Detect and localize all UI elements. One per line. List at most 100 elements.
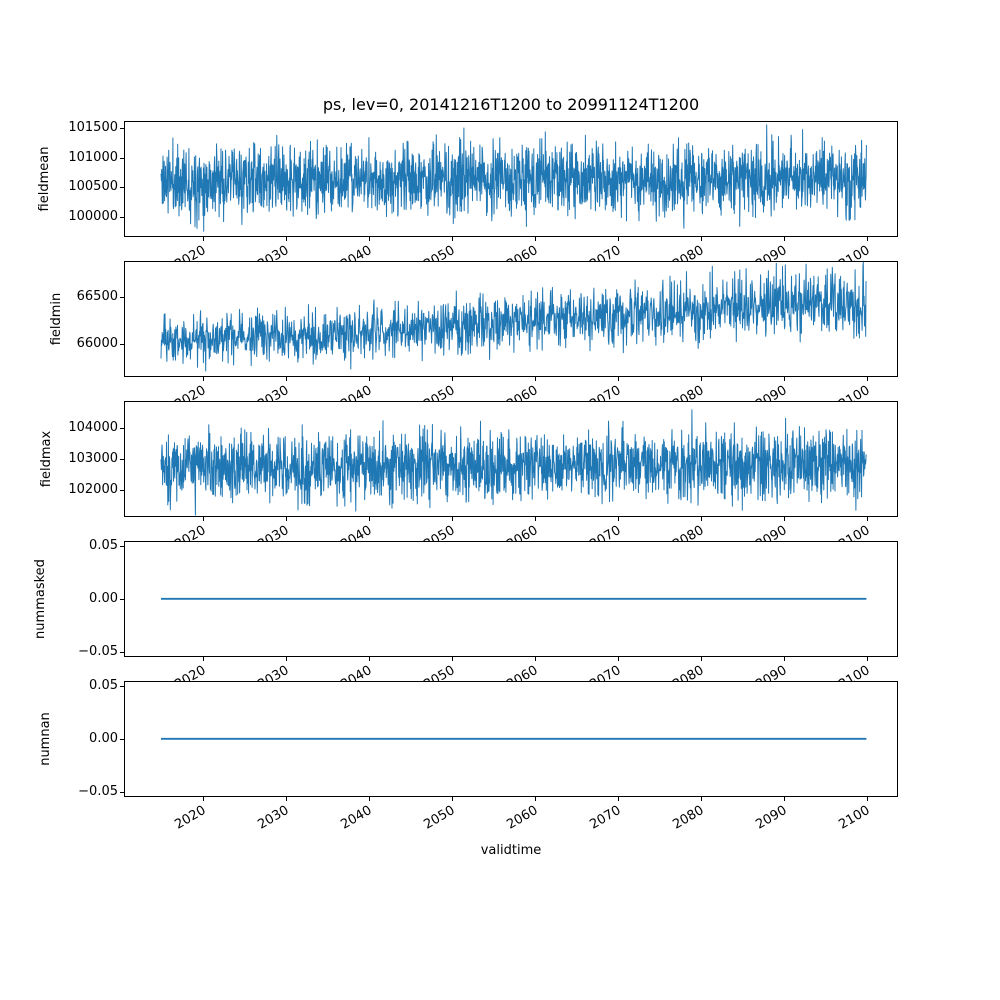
y-tick-mark: [120, 344, 124, 345]
y-tick-label: 103000: [68, 451, 118, 466]
x-tick-mark: [784, 797, 786, 801]
y-tick-label: 100500: [68, 179, 118, 195]
axes-box-fieldmean: [124, 121, 898, 237]
y-tick-label: −0.05: [78, 783, 118, 799]
x-tick-label: 2060: [504, 803, 541, 833]
x-tick-label: 2090: [753, 803, 790, 833]
y-tick-mark: [120, 157, 124, 159]
y-tick-mark: [120, 297, 124, 298]
x-tick-mark: [452, 797, 453, 801]
series-line-numnan: [161, 737, 867, 740]
x-tick-mark: [369, 377, 370, 381]
y-axis-label-nummasked: nummasked: [33, 559, 48, 639]
x-tick-mark: [784, 657, 786, 661]
x-tick-mark: [202, 237, 204, 241]
x-tick-mark: [535, 377, 537, 381]
y-tick-mark: [120, 598, 124, 600]
x-tick-mark: [452, 237, 453, 241]
figure-title: ps, lev=0, 20141216T1200 to 20991124T120…: [322, 95, 700, 114]
x-tick-mark: [285, 657, 287, 661]
x-tick-mark: [285, 797, 287, 801]
y-tick-mark: [120, 651, 124, 653]
y-tick-mark: [120, 738, 124, 740]
x-tick-mark: [784, 377, 786, 381]
y-tick-label: 0.00: [89, 730, 118, 746]
y-axis-label-fieldmean: fieldmean: [37, 146, 52, 212]
y-tick-mark: [120, 791, 124, 793]
x-tick-mark: [618, 517, 620, 521]
y-tick-label: 101500: [68, 120, 118, 135]
x-tick-mark: [535, 517, 537, 521]
x-tick-mark: [618, 797, 620, 801]
y-tick-label: 66000: [76, 336, 118, 351]
x-tick-mark: [535, 657, 537, 661]
x-tick-mark: [285, 237, 287, 241]
x-tick-mark: [452, 517, 453, 521]
y-tick-mark: [120, 428, 124, 429]
series-line-nummasked: [161, 597, 867, 600]
series-line-fieldmean: [160, 124, 867, 232]
x-tick-mark: [202, 517, 204, 521]
x-tick-mark: [618, 237, 620, 241]
x-tick-mark: [202, 377, 204, 381]
y-tick-label: 0.00: [89, 590, 118, 606]
series-line-fieldmax: [160, 409, 867, 516]
x-tick-mark: [285, 517, 287, 521]
x-tick-mark: [202, 797, 204, 801]
y-tick-label: 100000: [68, 209, 118, 224]
x-tick-label: 2070: [587, 803, 624, 833]
x-tick-mark: [618, 377, 620, 381]
y-tick-label: 0.05: [89, 538, 118, 554]
x-tick-label: 2040: [338, 803, 375, 833]
y-tick-mark: [120, 459, 124, 460]
y-tick-label: −0.05: [78, 643, 118, 659]
x-tick-mark: [701, 237, 703, 241]
x-axis-label: validtime: [480, 843, 542, 858]
x-tick-mark: [867, 797, 869, 801]
series-line-fieldmin: [160, 262, 867, 372]
y-axis-label-numnan: numnan: [38, 712, 53, 766]
x-tick-mark: [701, 797, 703, 801]
x-tick-mark: [535, 797, 537, 801]
x-tick-mark: [867, 377, 869, 381]
x-tick-mark: [369, 237, 370, 241]
x-tick-label: 2080: [670, 803, 707, 833]
x-tick-mark: [369, 797, 370, 801]
x-tick-mark: [867, 657, 869, 661]
axes-box-numnan: [124, 681, 898, 797]
x-tick-mark: [369, 657, 370, 661]
y-axis-label-fieldmax: fieldmax: [39, 430, 54, 488]
y-axis-label-fieldmin: fieldmin: [49, 292, 64, 346]
x-tick-mark: [369, 517, 370, 521]
x-tick-mark: [867, 237, 869, 241]
y-tick-mark: [120, 546, 124, 548]
x-tick-mark: [452, 657, 453, 661]
x-tick-mark: [784, 237, 786, 241]
x-tick-mark: [867, 517, 869, 521]
x-tick-label: 2050: [421, 803, 458, 833]
axes-box-fieldmin: [124, 261, 898, 377]
x-tick-mark: [285, 377, 287, 381]
axes-box-fieldmax: [124, 401, 898, 517]
x-tick-mark: [618, 657, 620, 661]
x-tick-mark: [701, 517, 703, 521]
y-tick-mark: [120, 128, 124, 129]
x-tick-label: 2100: [836, 803, 873, 833]
y-tick-label: 104000: [68, 420, 118, 435]
y-tick-mark: [120, 686, 124, 688]
x-tick-mark: [452, 377, 453, 381]
y-tick-mark: [120, 217, 124, 218]
axes-box-nummasked: [124, 541, 898, 657]
x-tick-label: 2020: [172, 803, 209, 833]
x-tick-mark: [202, 657, 204, 661]
y-tick-label: 66500: [76, 289, 118, 304]
x-tick-mark: [784, 517, 786, 521]
y-tick-label: 0.05: [89, 678, 118, 694]
x-tick-mark: [701, 657, 703, 661]
y-tick-label: 101000: [68, 149, 118, 165]
y-tick-mark: [120, 187, 124, 189]
y-tick-mark: [120, 490, 124, 491]
x-tick-mark: [535, 237, 537, 241]
x-tick-mark: [701, 377, 703, 381]
